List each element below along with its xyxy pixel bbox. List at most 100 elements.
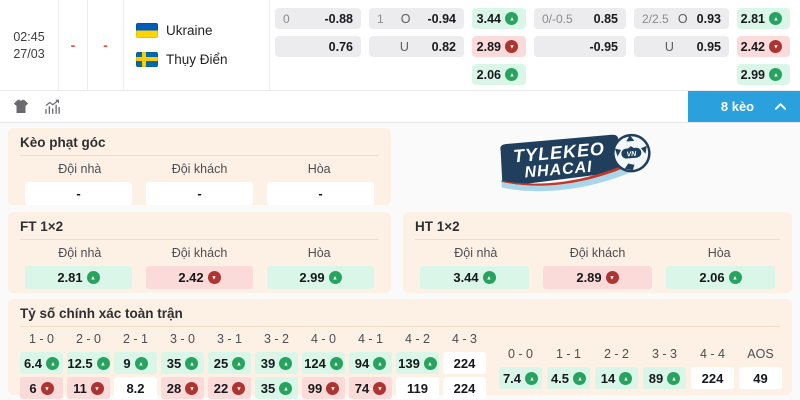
score-odds-home[interactable]: 39	[255, 352, 298, 374]
arrow-up-icon	[505, 12, 518, 25]
overunder-b-row2[interactable]: U 0.95	[634, 36, 729, 57]
ht-home-odds[interactable]: 3.44	[420, 266, 529, 289]
score-header: AOS	[747, 347, 774, 361]
arrow-up-icon	[769, 68, 782, 81]
overunder-a-row2[interactable]: U 0.82	[369, 36, 464, 57]
correct-score-grid: 1 - 0 6.4 6 2 - 0 12.5 11 2 - 1 9 8.2	[20, 332, 782, 400]
corner-home-odds[interactable]: -	[25, 182, 132, 205]
arrow-up-icon	[96, 356, 110, 370]
score-odds-away[interactable]: 8.2	[114, 377, 157, 399]
score-odds-draw[interactable]: 224	[691, 367, 734, 389]
handicap-odds: 0.76	[328, 39, 353, 54]
arrow-up-icon	[232, 356, 246, 370]
x2-b-home[interactable]: 2.81	[737, 8, 790, 29]
x2-b-away[interactable]: 2.42	[737, 36, 790, 57]
score-odds-away[interactable]: 74	[349, 377, 392, 399]
ft-home-odds[interactable]: 2.81	[25, 266, 132, 289]
arrow-up-icon	[279, 356, 293, 370]
odds-value: 9	[123, 355, 131, 371]
sweden-flag-icon	[136, 52, 158, 67]
score-odds-home[interactable]: 139	[396, 352, 439, 374]
handicap-b-row2[interactable]: -0.95	[534, 36, 626, 57]
odds-value: 2.81	[57, 270, 83, 285]
score-odds-home[interactable]: 25	[208, 352, 251, 374]
stats-chart-icon[interactable]	[42, 98, 62, 116]
handicap-odds: 0.85	[593, 11, 618, 26]
score-odds-home[interactable]: 94	[349, 352, 392, 374]
handicap-a-row2[interactable]: 0.76	[275, 36, 361, 57]
score-odds-away[interactable]: 28	[161, 377, 204, 399]
away-header: Đội khách	[171, 246, 228, 260]
score-header: 2 - 0	[75, 332, 101, 346]
score-odds-away[interactable]: 11	[67, 377, 110, 399]
ft-away-odds[interactable]: 2.42	[146, 266, 253, 289]
corner-draw-odds[interactable]: -	[267, 182, 374, 205]
ft-headers: Đội nhà Đội khách Hòa	[20, 246, 379, 260]
score-odds-draw[interactable]: 14	[595, 367, 638, 389]
score-odds-draw[interactable]: 89	[643, 367, 686, 389]
score-odds-home[interactable]: 224	[443, 352, 486, 374]
score-odds-home[interactable]: 6.4	[20, 352, 63, 374]
score-header: 4 - 2	[404, 332, 430, 346]
score-header: 3 - 0	[169, 332, 195, 346]
jersey-icon[interactable]	[12, 98, 30, 116]
ht-draw-odds[interactable]: 2.06	[666, 266, 775, 289]
score-odds-away[interactable]: 22	[208, 377, 251, 399]
score-odds-away[interactable]: 224	[443, 377, 486, 399]
draw-header: Hòa	[307, 246, 331, 260]
arrow-up-icon	[329, 356, 343, 370]
x2-b-draw[interactable]: 2.99	[737, 64, 790, 85]
score-header: 3 - 3	[651, 347, 677, 361]
overunder-a-row1[interactable]: 1 O -0.94	[369, 8, 464, 29]
arrow-down-icon	[232, 381, 246, 395]
odds-value: 6.4	[23, 355, 43, 371]
corner-away-odds[interactable]: -	[146, 182, 253, 205]
score-odds-draw[interactable]: 7.4	[499, 367, 542, 389]
score-col-aos: AOS 49	[739, 347, 782, 400]
score-odds-draw[interactable]: 4.5	[547, 367, 590, 389]
score-header: 4 - 3	[451, 332, 477, 346]
home-score: -	[70, 37, 76, 53]
x2-a-home[interactable]: 3.44	[472, 8, 526, 29]
odds-value: 2.06	[699, 270, 725, 285]
score-header: 4 - 0	[310, 332, 336, 346]
away-team[interactable]: Thụy Điển	[136, 52, 228, 67]
score-col-2-1: 2 - 1 9 8.2	[114, 332, 157, 400]
odds-value: -	[318, 186, 323, 201]
score-odds-home[interactable]: 9	[114, 352, 157, 374]
score-odds-away[interactable]: 6	[20, 377, 63, 399]
handicap-b-row1[interactable]: 0/-0.5 0.85	[534, 8, 626, 29]
arrow-up-icon	[279, 381, 293, 395]
odds-value: 124	[304, 355, 326, 371]
arrow-down-icon	[90, 381, 104, 395]
score-odds-away[interactable]: 35	[255, 377, 298, 399]
odds-value: 74	[354, 380, 370, 396]
over-odds: 0.93	[696, 11, 721, 26]
handicap-a-row1[interactable]: 0 -0.88	[275, 8, 361, 29]
odds-value: 2.06	[476, 67, 501, 82]
x2-a-away[interactable]: 2.89	[472, 36, 526, 57]
ft-draw-odds[interactable]: 2.99	[267, 266, 374, 289]
overunder-b-row1[interactable]: 2/2.5 O 0.93	[634, 8, 729, 29]
arrow-up-icon	[134, 356, 148, 370]
score-header: 2 - 2	[603, 347, 629, 361]
odds-count-button[interactable]: 8 kèo	[688, 91, 800, 122]
score-odds-home[interactable]: 35	[161, 352, 204, 374]
score-odds-home[interactable]: 124	[302, 352, 345, 374]
under-label: U	[664, 39, 674, 54]
score-odds-away[interactable]: 99	[302, 377, 345, 399]
handicap-odds: -0.95	[589, 39, 619, 54]
total-line: 1	[377, 11, 384, 26]
score-odds-home[interactable]: 12.5	[67, 352, 110, 374]
score-odds-away[interactable]: 119	[396, 377, 439, 399]
home-team[interactable]: Ukraine	[136, 23, 213, 38]
score-header: 3 - 1	[216, 332, 242, 346]
score-col-4-2: 4 - 2 139 119	[396, 332, 439, 400]
away-score: -	[103, 37, 108, 53]
handicap-odds: -0.88	[324, 11, 354, 26]
score-odds-aos[interactable]: 49	[739, 367, 782, 389]
score-main-group: 1 - 0 6.4 6 2 - 0 12.5 11 2 - 1 9 8.2	[20, 332, 486, 400]
x2-a-draw[interactable]: 2.06	[472, 64, 526, 85]
ht-away-odds[interactable]: 2.89	[543, 266, 652, 289]
